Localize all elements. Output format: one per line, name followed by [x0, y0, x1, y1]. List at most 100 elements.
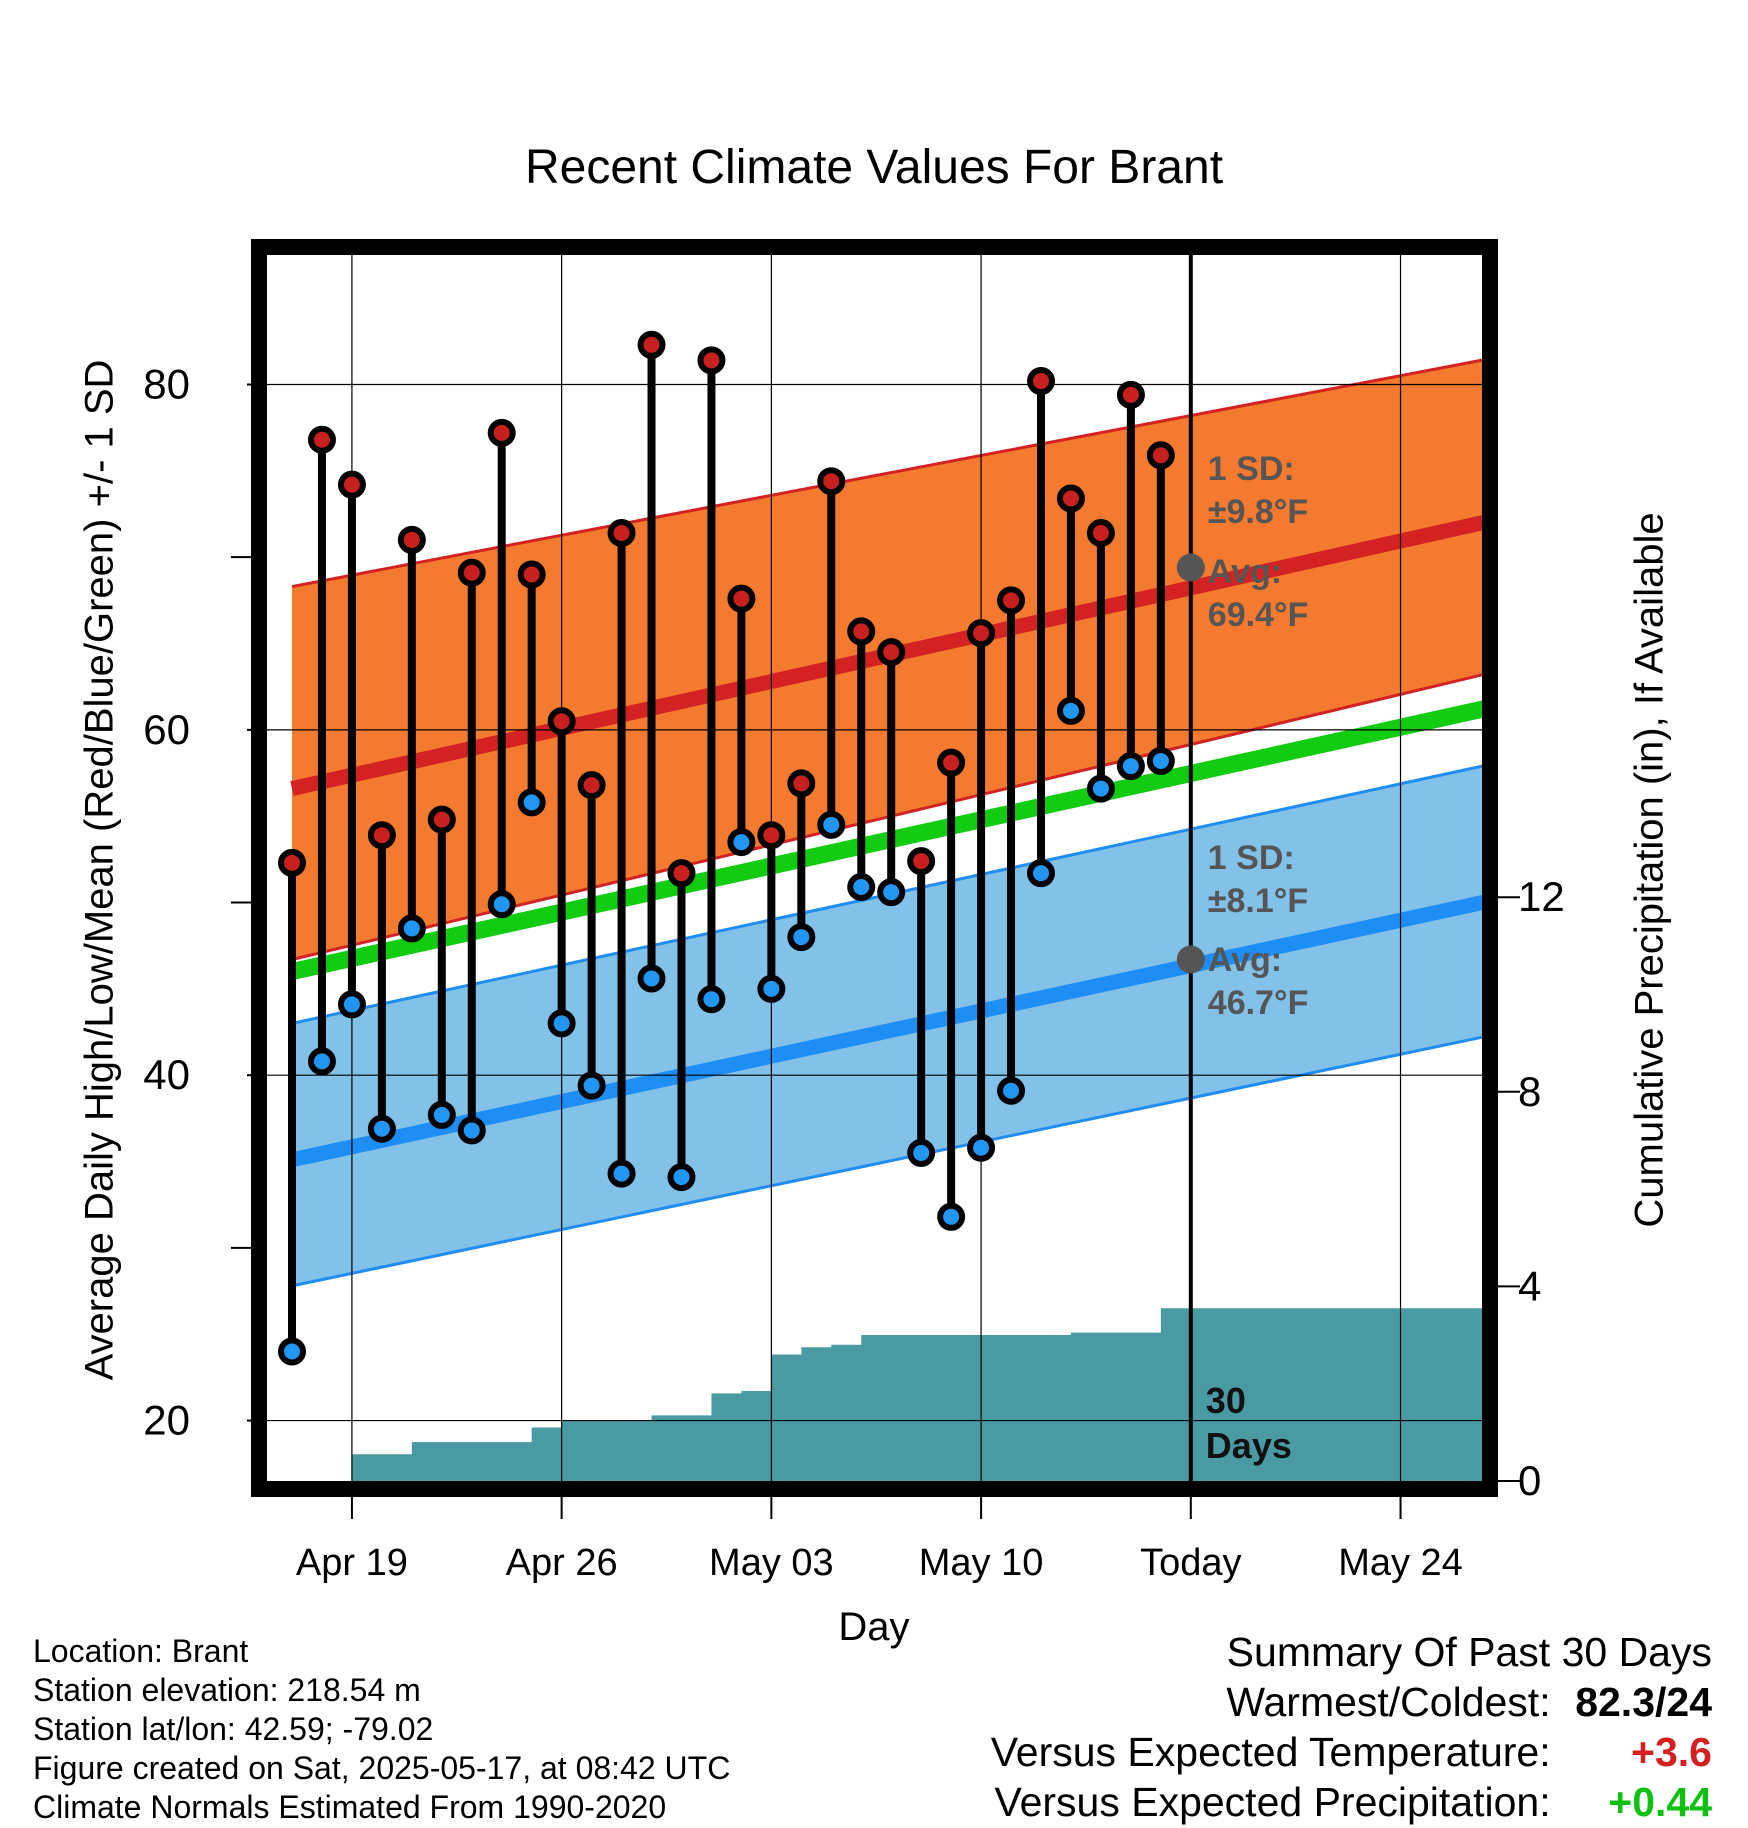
x-axis-label: Day — [838, 1605, 910, 1649]
x-tick-label: May 24 — [1338, 1542, 1463, 1584]
high-sd-label: 1 SD: — [1208, 450, 1295, 488]
high-point — [1056, 484, 1085, 513]
y-axis-label-left: Average Daily High/Low/Mean (Red/Blue/Gr… — [77, 359, 122, 1381]
station-elevation: Station elevation: 218.54 m — [33, 1672, 421, 1708]
high-point — [817, 467, 846, 496]
low-point — [967, 1133, 996, 1162]
low-point — [1086, 774, 1115, 803]
y-tick-label-left: 20 — [143, 1397, 190, 1444]
high-point — [337, 470, 366, 499]
high-point — [1086, 519, 1115, 548]
low-sd-lower-line — [291, 1035, 1482, 1288]
high-point — [667, 859, 696, 888]
x-tick-label: Apr 19 — [296, 1542, 408, 1584]
high-point — [727, 584, 756, 613]
period-number: 30 — [1206, 1380, 1246, 1421]
low-point — [1116, 752, 1145, 781]
high-point — [577, 771, 606, 800]
precip-anomaly-value: +0.44 — [1608, 1779, 1712, 1825]
low-point — [278, 1337, 306, 1366]
low-point — [367, 1114, 396, 1143]
high-point — [937, 748, 966, 777]
low-point — [307, 1047, 336, 1076]
summary-temp: Versus Expected Temperature: +3.6 — [991, 1727, 1712, 1777]
x-tick-label: Today — [1140, 1542, 1241, 1584]
high-point — [487, 418, 516, 447]
high-point — [1027, 367, 1055, 396]
high-point — [967, 619, 996, 648]
high-point — [997, 586, 1026, 615]
high-point — [697, 346, 726, 375]
low-point — [577, 1071, 606, 1100]
low-point — [517, 788, 546, 817]
high-point — [367, 821, 396, 850]
high-avg-label: Avg: — [1208, 553, 1282, 591]
cumulative-precip-area — [321, 1308, 1482, 1481]
high-point — [1116, 380, 1145, 409]
high-point — [907, 847, 936, 876]
chart-title: Recent Climate Values For Brant — [524, 141, 1224, 194]
high-point — [847, 617, 876, 646]
low-avg-marker — [1176, 945, 1205, 974]
high-point — [457, 558, 486, 587]
station-latlon: Station lat/lon: 42.59; -79.02 — [33, 1711, 434, 1747]
high-point — [307, 425, 336, 454]
high-point — [517, 560, 546, 589]
y-axis-label-right: Cumulative Precipitation (in), If Availa… — [1627, 512, 1672, 1228]
period-unit: Days — [1206, 1425, 1292, 1466]
low-point — [607, 1159, 636, 1188]
y-tick-label-right: 12 — [1518, 873, 1565, 920]
temp-anomaly-value: +3.6 — [1631, 1729, 1712, 1775]
low-sd-value: ±8.1°F — [1208, 882, 1308, 920]
warm-cold-value: 82.3/24 — [1575, 1679, 1712, 1725]
high-point — [397, 525, 426, 554]
low-point — [697, 985, 726, 1014]
high-avg-value: 69.4°F — [1208, 596, 1309, 634]
plot-frame — [251, 239, 1498, 1497]
low-sd-label: 1 SD: — [1208, 839, 1295, 877]
low-point — [997, 1076, 1026, 1105]
summary-heading: Summary Of Past 30 Days — [1226, 1629, 1712, 1675]
low-point — [1027, 859, 1055, 888]
low-point — [457, 1116, 486, 1145]
high-point — [278, 848, 306, 877]
low-point — [787, 923, 816, 952]
y-tick-label-right: 4 — [1518, 1262, 1541, 1309]
summary-precip: Versus Expected Precipitation: +0.44 — [991, 1777, 1713, 1827]
high-point — [607, 519, 636, 548]
high-point — [1146, 441, 1175, 470]
low-point — [337, 990, 366, 1019]
high-point — [427, 805, 456, 834]
low-point — [907, 1138, 936, 1167]
x-tick-label: May 10 — [919, 1542, 1044, 1584]
normal-low-line — [290, 894, 1482, 1168]
summary-panel: Summary Of Past 30 Days Warmest/Coldest:… — [991, 1627, 1712, 1827]
low-avg-label: Avg: — [1208, 941, 1282, 979]
y-tick-label-left: 60 — [143, 706, 190, 753]
y-tick-label-left: 80 — [143, 361, 190, 408]
high-point — [877, 638, 906, 667]
low-point — [1056, 696, 1085, 725]
low-point — [757, 974, 786, 1003]
low-point — [937, 1202, 966, 1231]
low-point — [1146, 746, 1175, 775]
low-point — [847, 872, 876, 901]
high-point — [547, 707, 576, 736]
low-point — [817, 810, 846, 839]
low-point — [667, 1163, 696, 1192]
low-point — [427, 1100, 456, 1129]
figure-created: Figure created on Sat, 2025-05-17, at 08… — [33, 1750, 731, 1786]
y-tick-label-left: 40 — [143, 1051, 190, 1098]
low-point — [727, 828, 756, 857]
summary-warm-cold: Warmest/Coldest: 82.3/24 — [991, 1677, 1712, 1727]
low-point — [397, 914, 426, 943]
low-avg-value: 46.7°F — [1208, 984, 1309, 1022]
x-tick-label: May 03 — [709, 1542, 834, 1584]
low-point — [637, 964, 666, 993]
high-sd-upper-line — [291, 358, 1482, 589]
precip-label: Versus Expected Precipitation: — [994, 1779, 1551, 1825]
low-point — [547, 1009, 576, 1038]
y-tick-label-right: 0 — [1518, 1457, 1541, 1504]
high-sd-value: ±9.8°F — [1208, 493, 1308, 531]
